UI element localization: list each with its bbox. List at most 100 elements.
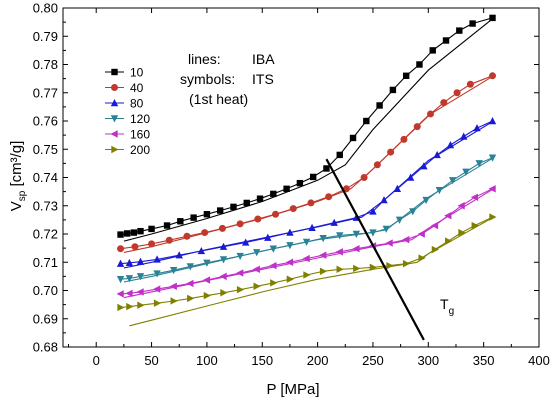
annotation-lines-value: IBA xyxy=(252,51,275,67)
y-tick-label: 0.74 xyxy=(33,170,58,185)
series-10-point xyxy=(429,47,436,54)
series-200-point xyxy=(471,221,479,230)
y-tick-label: 0.70 xyxy=(33,283,58,298)
x-axis-title: P [MPa] xyxy=(266,381,319,398)
series-40-point xyxy=(148,240,156,248)
annotation-symbols-value: ITS xyxy=(252,71,274,87)
y-axis-title-subscript: sp xyxy=(17,190,28,201)
y-axis-title: Vsp [cm³/g] xyxy=(8,141,28,212)
x-axis-ticks: 0 50 100 150 200 250 300 350 400 xyxy=(68,8,550,368)
series-40-point xyxy=(218,224,226,232)
legend-swatch-marker xyxy=(111,84,118,91)
series-200-point xyxy=(137,301,145,309)
series-200 xyxy=(117,213,497,327)
series-200-point xyxy=(418,254,426,262)
series-10-point xyxy=(309,173,317,181)
series-10-point xyxy=(230,203,237,211)
series-10-point xyxy=(124,230,131,237)
series-80-point xyxy=(153,255,161,263)
series-10-point xyxy=(389,86,397,94)
y-tick-label: 0.75 xyxy=(33,142,58,157)
series-120-point xyxy=(203,259,211,267)
series-120-point xyxy=(253,249,261,257)
series-160-point xyxy=(352,244,360,253)
x-tick-label: 350 xyxy=(473,353,495,368)
annotation-lines-label: lines: xyxy=(188,51,221,67)
series-160-point xyxy=(285,258,294,266)
series-200-point xyxy=(126,302,134,311)
series-40-point xyxy=(117,245,125,253)
series-10-point xyxy=(270,190,277,198)
series-80-point xyxy=(264,233,272,241)
series-120-point xyxy=(448,177,457,185)
x-tick-label: 100 xyxy=(196,353,218,368)
series-10-point xyxy=(163,222,171,229)
y-tick-label: 0.78 xyxy=(33,57,58,72)
series-120-point xyxy=(219,256,228,264)
series-200-point xyxy=(489,213,497,221)
series-200-point xyxy=(303,271,311,279)
series-120-point xyxy=(153,270,161,278)
series-200-point xyxy=(336,265,344,274)
series-120-point xyxy=(302,238,311,246)
series-200-point xyxy=(458,228,466,237)
series-10 xyxy=(117,14,496,242)
series-10-point xyxy=(376,102,383,109)
legend-swatch-marker xyxy=(111,68,118,76)
series-80-point xyxy=(473,124,481,132)
series-40-point xyxy=(400,135,408,143)
series-200-point xyxy=(117,303,125,312)
series-10-point xyxy=(442,37,450,44)
series-80-point xyxy=(330,218,338,226)
legend-label: 200 xyxy=(130,143,150,157)
series-120-point xyxy=(395,216,404,224)
series-40-point xyxy=(413,123,421,131)
series-40-point xyxy=(466,80,474,88)
series-10-point xyxy=(363,117,370,125)
series-10-point xyxy=(243,199,250,207)
series-80-point xyxy=(286,228,294,236)
series-160-point xyxy=(470,193,478,201)
series-80-point xyxy=(380,196,388,204)
series-10-point xyxy=(402,72,410,79)
series-160-point xyxy=(385,239,393,247)
series-120 xyxy=(116,154,497,284)
annotation-heat-note: (1st heat) xyxy=(189,91,248,107)
x-tick-label: 250 xyxy=(362,353,384,368)
series-160-point xyxy=(302,254,310,263)
series-200-point xyxy=(353,264,361,273)
series-200-point xyxy=(270,279,278,287)
series-160-point xyxy=(319,251,327,259)
legend-swatch-marker xyxy=(111,145,119,154)
series-120-point xyxy=(435,187,444,195)
series-10-point xyxy=(137,227,144,235)
y-axis-title-unit: [cm³/g] xyxy=(8,141,25,191)
series-160-point xyxy=(186,279,194,288)
y-tick-label: 0.79 xyxy=(33,29,58,44)
series-200-point xyxy=(220,289,228,297)
x-tick-label: 200 xyxy=(307,353,329,368)
series-80-point xyxy=(420,162,428,170)
series-10-point xyxy=(469,20,476,27)
series-40 xyxy=(117,72,497,253)
series-10-point xyxy=(148,225,155,233)
legend-swatch-marker xyxy=(110,115,119,123)
series-40-point xyxy=(183,232,191,240)
series-10-point xyxy=(216,207,224,214)
series-160 xyxy=(116,185,496,299)
series-160-point xyxy=(488,185,496,193)
series-10-point xyxy=(489,14,496,22)
series-200-point xyxy=(286,275,294,283)
y-tick-label: 0.71 xyxy=(33,255,58,270)
series-120-point xyxy=(236,252,244,261)
series-120-point xyxy=(352,230,361,238)
series-80-point xyxy=(393,184,402,192)
y-tick-label: 0.72 xyxy=(33,227,58,242)
series-40-point xyxy=(272,210,280,218)
series-120-point xyxy=(422,196,430,205)
series-120-point xyxy=(125,275,134,283)
legend-item-80: 80 xyxy=(105,97,144,111)
legend-label: 40 xyxy=(130,81,144,95)
